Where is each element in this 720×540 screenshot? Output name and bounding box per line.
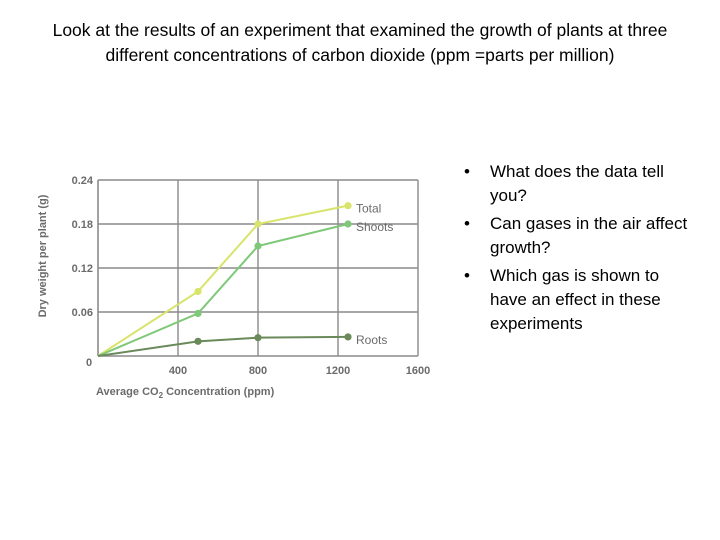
series-line-roots [97,335,349,357]
data-point-total [194,287,202,296]
x-tick-label: 1200 [326,365,350,377]
y-axis-label: Dry weight per plant (g) [37,194,49,317]
series-label-shoots: Shoots [356,220,393,234]
chart-series: Total Shoots Roots [97,202,393,357]
x-tick-label: 0 [86,357,92,369]
y-tick-label: 0.12 [72,263,93,275]
x-axis-label-rest: Concentration (ppm) [163,386,275,398]
series-line-total [97,204,349,357]
series-label-roots: Roots [356,333,387,347]
bullet-item: Can gases in the air affect growth? [458,212,698,260]
series-label-total: Total [356,202,381,216]
data-point-roots [254,334,262,342]
data-point-roots [344,333,352,341]
y-tick-label: 0.24 [72,175,94,187]
bullet-list: What does the data tell you? Can gases i… [458,160,698,340]
x-axis-label: Average CO2 Concentration (ppm) [96,386,275,400]
data-point-total [344,202,352,210]
co2-growth-chart: Total Shoots Roots 0.06 0.12 0.18 0.24 0 400 800… [37,175,431,400]
data-point-shoots [194,309,202,318]
slide-title: Look at the results of an experiment tha… [52,20,668,65]
y-tick-label: 0.18 [72,219,93,231]
y-tick-label: 0.06 [72,307,93,319]
data-point-shoots [344,220,352,228]
bullet-item: Which gas is shown to have an effect in … [458,264,698,336]
x-tick-label: 400 [169,365,187,377]
chart-ticks: 0.06 0.12 0.18 0.24 0 400 800 1200 1600 [72,175,431,377]
series-line-shoots [97,223,349,357]
data-point-shoots [254,242,262,250]
x-tick-label: 800 [249,365,267,377]
x-axis-label-main: Average CO [96,386,159,398]
data-point-roots [194,337,202,345]
bullet-item: What does the data tell you? [458,160,698,208]
data-point-total [254,220,262,228]
x-tick-label: 1600 [406,365,430,377]
x-axis-label-subscript: 2 [159,391,164,400]
